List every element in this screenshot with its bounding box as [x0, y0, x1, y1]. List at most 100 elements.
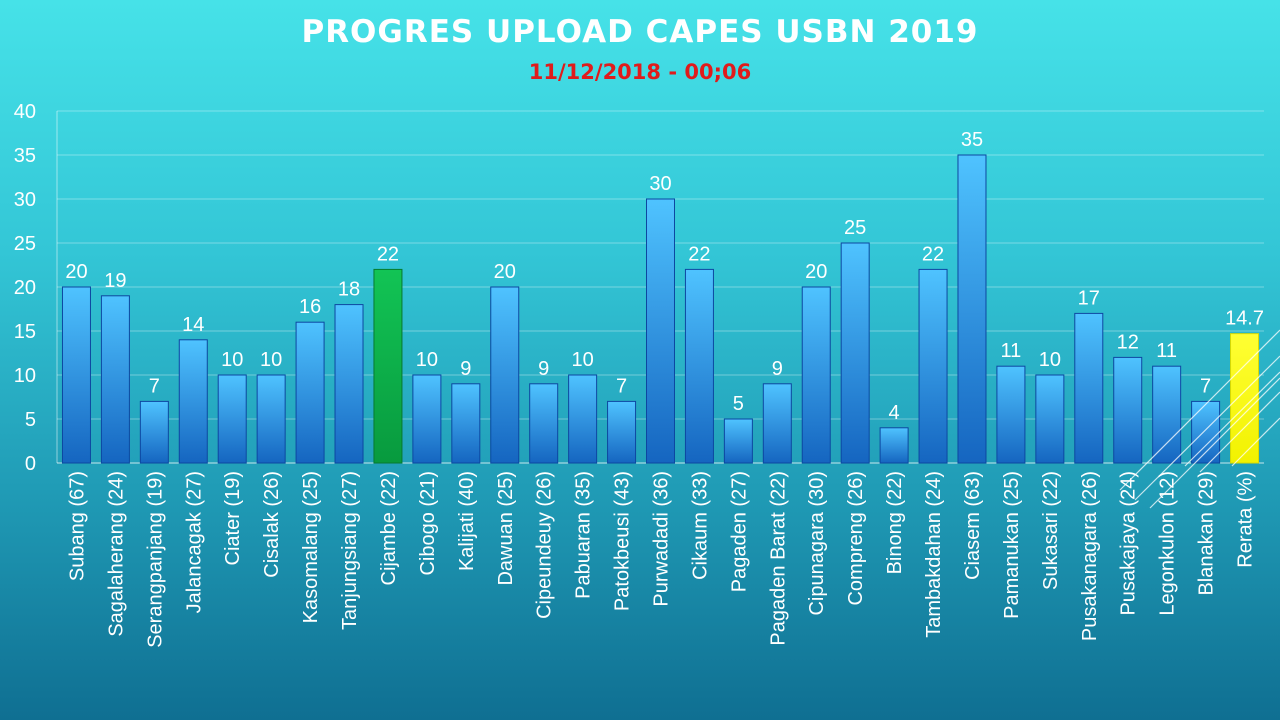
category-label: Tambakdahan (24) — [923, 471, 945, 638]
category-label: Jalancagak (27) — [183, 471, 205, 613]
category-label: Ciasem (63) — [962, 471, 984, 580]
data-label: 7 — [149, 375, 160, 397]
data-label: 14.7 — [1225, 308, 1264, 330]
y-tick-label: 30 — [14, 189, 36, 211]
bar — [334, 304, 364, 464]
data-label: 16 — [299, 296, 321, 318]
y-tick-label: 10 — [14, 365, 36, 387]
bar — [801, 286, 831, 464]
x-axis: Subang (67) Sagalaherang (24) Serangpanjan… — [66, 471, 1256, 648]
bar — [295, 321, 325, 464]
data-label: 14 — [182, 314, 204, 336]
decorative-line — [1119, 329, 1280, 491]
category-label: Sukasari (22) — [1040, 471, 1062, 590]
category-label: Pamanukan (25) — [1001, 471, 1023, 619]
bar — [1152, 365, 1182, 464]
bar — [568, 374, 598, 464]
category-label: Patokbeusi (43) — [612, 471, 634, 611]
data-label: 12 — [1117, 331, 1139, 353]
category-label: Pabuaran (35) — [573, 471, 595, 599]
category-label: Cikaum (33) — [689, 471, 711, 580]
data-label: 35 — [961, 129, 983, 151]
category-label: Sagalaherang (24) — [105, 471, 127, 637]
decorative-line — [1184, 371, 1280, 467]
y-tick-label: 40 — [14, 101, 36, 123]
bar — [217, 374, 247, 464]
category-label: Cipunagara (30) — [806, 471, 828, 616]
data-label: 19 — [104, 270, 126, 292]
bar — [918, 268, 948, 464]
data-label: 10 — [572, 349, 594, 371]
data-label: 22 — [377, 243, 399, 265]
bar — [490, 286, 520, 464]
bar — [646, 198, 675, 464]
data-label: 10 — [260, 349, 282, 371]
data-label: 9 — [538, 358, 549, 380]
bar — [451, 383, 481, 464]
bar — [1035, 374, 1065, 464]
data-label: 10 — [416, 349, 438, 371]
category-label: Compreng (26) — [845, 471, 867, 606]
category-label: Cibogo (21) — [417, 471, 439, 576]
category-label: Cipeundeuy (26) — [534, 471, 556, 619]
decorative-line — [1231, 417, 1280, 467]
bar — [256, 374, 286, 464]
category-label: Purwadadi (36) — [651, 471, 673, 607]
data-label: 30 — [649, 173, 671, 195]
category-label: Pusakanagara (26) — [1079, 471, 1101, 641]
data-label: 17 — [1078, 287, 1100, 309]
data-label: 10 — [1039, 349, 1061, 371]
bar — [1113, 356, 1143, 464]
decorative-line — [1199, 391, 1280, 473]
bar — [723, 418, 753, 464]
bar — [607, 400, 637, 464]
y-tick-label: 25 — [14, 233, 36, 255]
data-label: 10 — [221, 349, 243, 371]
data-label: 11 — [1156, 340, 1177, 362]
bar — [139, 400, 169, 464]
category-label: Pagaden Barat (22) — [767, 471, 789, 646]
y-tick-label: 20 — [14, 277, 36, 299]
bar — [879, 427, 909, 464]
data-label: 22 — [688, 243, 710, 265]
y-tick-label: 35 — [14, 145, 36, 167]
bar — [100, 295, 130, 464]
category-label: Dawuan (25) — [495, 471, 517, 586]
decorative-line — [1134, 355, 1280, 501]
bar — [1191, 400, 1221, 464]
bar — [1074, 312, 1104, 464]
bar — [529, 383, 559, 464]
chart-title: PROGRES UPLOAD CAPES USBN 2019 — [301, 14, 979, 50]
category-label: Cijambe (22) — [378, 471, 400, 585]
data-label: 9 — [460, 358, 471, 380]
bars — [61, 154, 1260, 464]
category-label: Tanjungsiang (27) — [339, 471, 361, 630]
category-label: Binong (22) — [884, 471, 906, 574]
bar — [412, 374, 442, 464]
category-label: Blanakan (29) — [1196, 471, 1218, 596]
bar — [957, 154, 987, 464]
data-label: 20 — [65, 261, 87, 283]
data-label: 5 — [733, 393, 744, 415]
decorative-lines — [1119, 329, 1280, 509]
data-label: 25 — [844, 217, 866, 239]
category-label: Pusakajaya (24) — [1118, 471, 1140, 616]
category-label: Kasomalang (25) — [300, 471, 322, 623]
data-labels: 20 19 7 14 10 10 16 18 22 10 9 20 9 10 7 30 22 5 9 20 25 4 22 3… — [65, 129, 1264, 424]
data-label: 7 — [1200, 375, 1211, 397]
bar — [61, 286, 91, 464]
data-label: 18 — [338, 279, 360, 301]
bar — [684, 268, 714, 464]
bar — [373, 268, 403, 464]
bar — [762, 383, 792, 464]
decorative-line — [1149, 377, 1280, 509]
data-label: 22 — [922, 243, 944, 265]
data-label: 4 — [889, 402, 900, 424]
data-label: 11 — [1001, 340, 1022, 362]
category-label: Cisalak (26) — [261, 471, 283, 578]
category-label: Serangpanjang (19) — [144, 471, 166, 648]
y-tick-label: 5 — [25, 409, 36, 431]
bar — [178, 339, 208, 464]
data-label: 7 — [616, 375, 627, 397]
y-tick-label: 15 — [14, 321, 36, 343]
